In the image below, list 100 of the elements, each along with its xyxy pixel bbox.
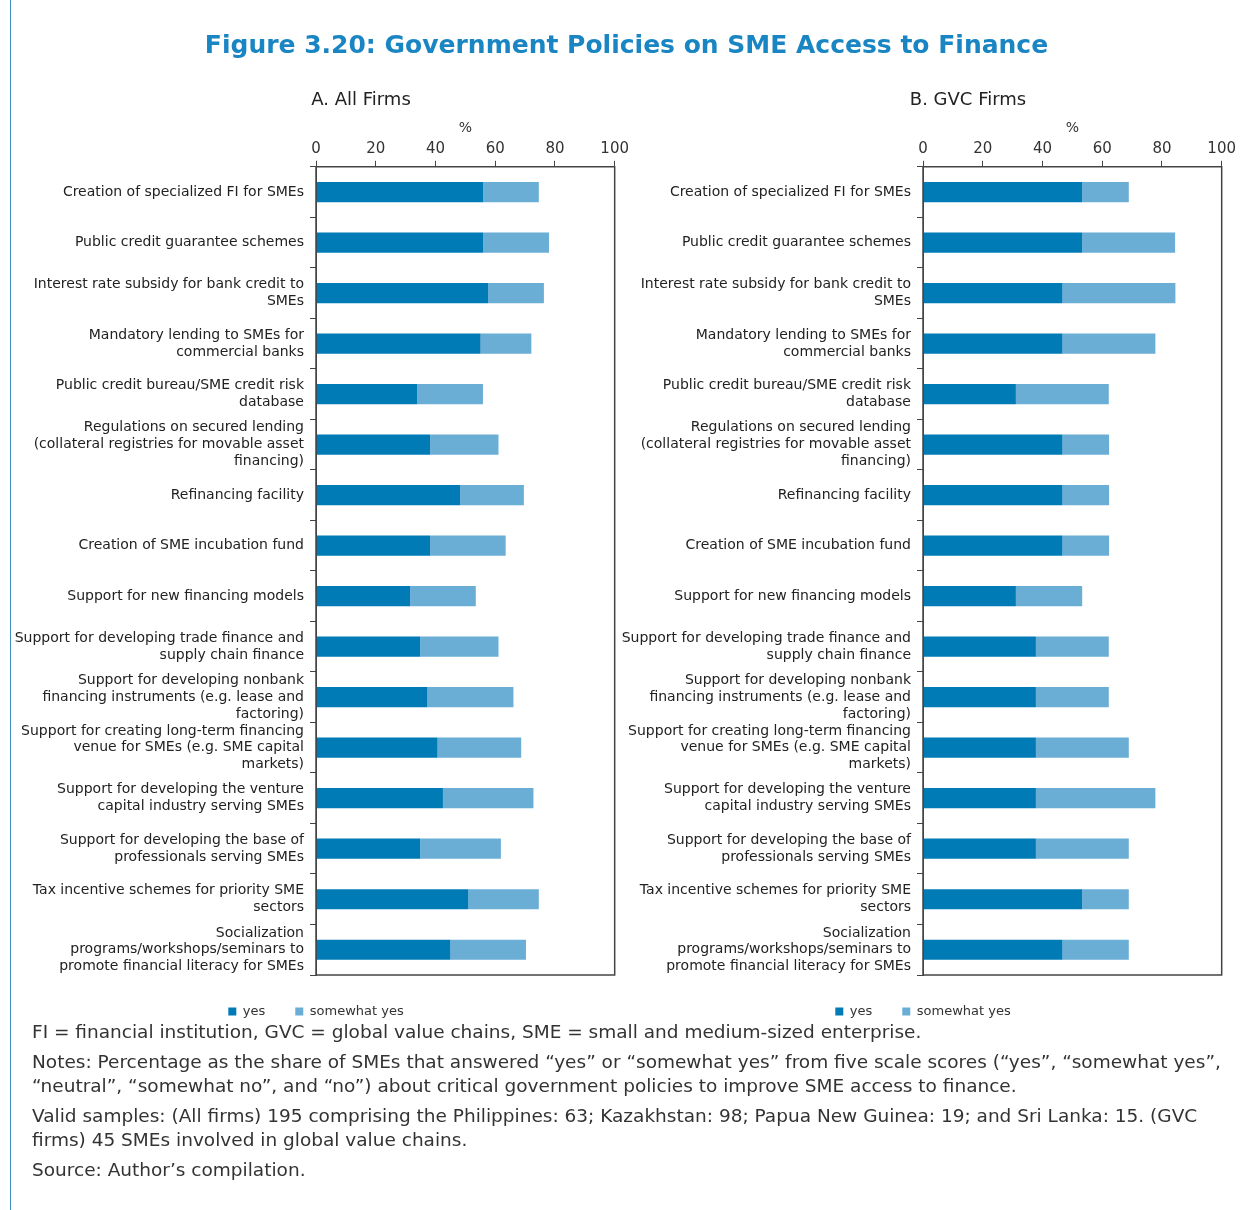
y-tick-label: Socialization programs/workshops/seminars to promote financial literacy for SMEs — [666, 923, 911, 974]
y-tick-label: Support for developing trade finance and supply chain finance — [14, 628, 304, 662]
y-tick-label: Support for developing the venture capital industry serving SMEs — [664, 780, 911, 814]
bar — [442, 788, 534, 809]
bar — [316, 282, 489, 304]
x-axis-title: % — [458, 119, 472, 136]
y-tick-label: Interest rate subsidy for bank credit to SMEs — [640, 275, 911, 309]
y-tick-label: Support for developing the venture capital industry serving SMEs — [57, 780, 304, 814]
x-tick-label: 100 — [1207, 138, 1237, 157]
text: Notes: Percentage as the share of SMEs that answered “yes” or “somewhat yes” from five scale scores (“yes”, “somewhat yes”, “neutral”, “somewhat no”, and “no”) about critical government policies to improve SME access to finance. — [32, 1050, 1222, 1099]
bar — [923, 485, 1063, 506]
legend-label: yes — [849, 1002, 873, 1018]
bar — [316, 838, 421, 859]
x-tick-label: 80 — [545, 138, 565, 157]
y-tick-label: Public credit bureau/SME credit risk database — [55, 376, 305, 410]
bar — [1015, 384, 1109, 405]
bar — [1015, 586, 1083, 607]
x-tick-label: 20 — [366, 138, 386, 157]
y-tick-label: Creation of SME incubation fund — [685, 536, 911, 553]
bar — [316, 434, 431, 455]
x-tick-label: 100 — [600, 138, 630, 157]
bar — [923, 788, 1036, 809]
legend-label: somewhat yes — [309, 1002, 404, 1018]
bar — [1062, 535, 1110, 556]
bar — [1062, 282, 1176, 304]
x-tick-label: 20 — [973, 138, 993, 157]
bar — [316, 384, 418, 405]
y-tick-label: Support for developing nonbank financing instruments (e.g. lease and factoring) — [42, 671, 305, 721]
x-tick-label: 60 — [1092, 138, 1112, 157]
bar — [316, 333, 481, 354]
bar — [1035, 737, 1129, 758]
bar — [923, 737, 1036, 758]
y-tick-label: Support for new financing models — [67, 586, 304, 603]
bar — [923, 939, 1063, 960]
chart-subtitle: B. GVC Firms — [908, 88, 1028, 111]
bar — [430, 434, 499, 455]
text: Valid samples: (All firms) 195 comprising the Philippines: 63; Kazakhstan: 98; Papua New Guinea: 19; and Sri Lanka: 15. (GVC firms) 45 SMEs involved in global value chains. — [32, 1104, 1199, 1153]
bar — [483, 232, 549, 253]
y-tick-label: Creation of specialized FI for SMEs — [62, 182, 304, 199]
bar — [316, 586, 411, 607]
y-tick-label: Tax incentive schemes for priority SME sectors — [31, 881, 304, 915]
x-tick-label: 40 — [425, 138, 446, 157]
y-tick-label: Public credit guarantee schemes — [74, 233, 304, 250]
bar — [923, 636, 1036, 657]
y-tick-label: Regulations on secured lending (collateral registries for movable asset financing) — [640, 418, 912, 469]
bar — [430, 535, 506, 556]
legend-label: yes — [242, 1002, 266, 1018]
bar — [417, 384, 483, 405]
bar — [316, 939, 451, 960]
legend-label: somewhat yes — [916, 1002, 1011, 1018]
y-tick-label: Support for developing the base of professionals serving SMEs — [666, 830, 913, 864]
bar — [1035, 687, 1109, 708]
bar — [923, 889, 1083, 910]
bar — [923, 586, 1016, 607]
bar — [460, 485, 524, 506]
bar — [316, 889, 469, 910]
y-tick-label: Public credit bureau/SME credit risk database — [662, 376, 912, 410]
bar — [316, 737, 438, 758]
y-tick-label: Creation of specialized FI for SMEs — [669, 182, 911, 199]
y-tick-label: Regulations on secured lending (collateral registries for movable asset financing) — [33, 418, 305, 469]
bar — [410, 586, 476, 607]
bar — [1082, 232, 1176, 253]
y-tick-label: Support for developing nonbank financing instruments (e.g. lease and factoring) — [649, 671, 912, 721]
bar — [923, 282, 1063, 304]
y-tick-label: Socialization programs/workshops/seminars to promote financial literacy for SMEs — [59, 923, 304, 974]
bar — [450, 939, 526, 960]
bar — [316, 485, 461, 506]
bar — [1062, 939, 1129, 960]
bar — [1035, 838, 1129, 859]
y-tick-label: Creation of SME incubation fund — [78, 536, 304, 553]
text: FI = financial institution, GVC = global value chains, SME = small and medium-sized enterprise. — [32, 1020, 923, 1044]
bar — [483, 181, 539, 203]
chart-subtitle: A. All Firms — [310, 88, 412, 111]
x-axis-title: % — [1065, 119, 1079, 136]
y-tick-label: Support for new financing models — [674, 586, 911, 603]
y-tick-label: Refinancing facility — [170, 485, 304, 502]
bar — [316, 232, 484, 253]
bar — [923, 838, 1036, 859]
bar — [316, 788, 443, 809]
x-tick-label: 0 — [311, 138, 321, 157]
bar — [316, 687, 428, 708]
y-tick-label: Mandatory lending to SMEs for commercial banks — [695, 325, 912, 359]
bar — [923, 384, 1016, 405]
bar — [316, 636, 421, 657]
bar — [923, 535, 1063, 556]
bar — [468, 889, 539, 910]
bar — [923, 232, 1083, 253]
x-tick-label: 0 — [918, 138, 928, 157]
y-tick-label: Mandatory lending to SMEs for commercial banks — [88, 325, 305, 359]
source-note: Source: Author’s compilation. — [32, 1158, 307, 1183]
bar — [1062, 333, 1156, 354]
bar — [1082, 181, 1129, 203]
bar — [316, 535, 431, 556]
y-tick-label: Interest rate subsidy for bank credit to SMEs — [33, 275, 304, 309]
x-tick-label: 80 — [1152, 138, 1172, 157]
bar — [437, 737, 522, 758]
x-tick-label: 40 — [1032, 138, 1053, 157]
bar — [1035, 788, 1156, 809]
bar — [1062, 485, 1110, 506]
y-tick-label: Public credit guarantee schemes — [681, 233, 911, 250]
